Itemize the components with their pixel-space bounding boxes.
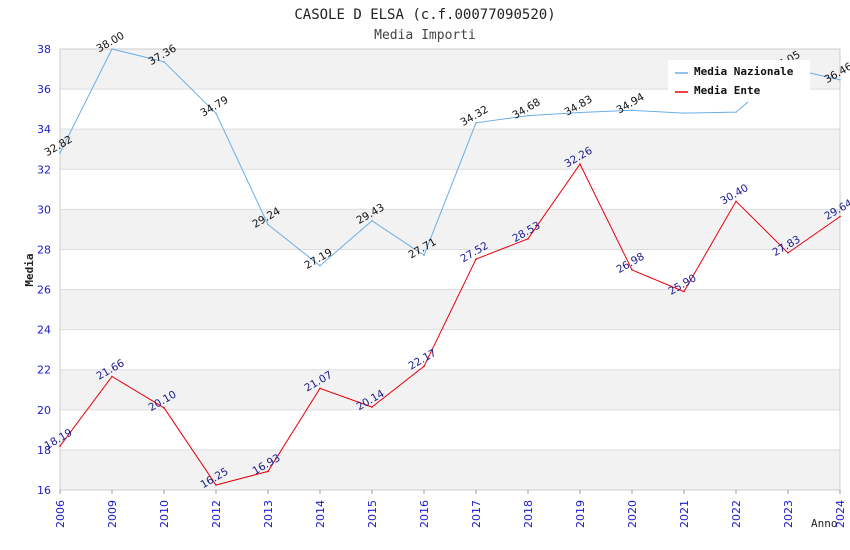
data-point (631, 269, 633, 271)
data-point (371, 219, 373, 222)
x-axis-label: Anno (811, 517, 838, 530)
data-point (527, 114, 529, 117)
data-point (267, 223, 269, 226)
y-tick-label: 26 (37, 284, 51, 297)
data-point (631, 109, 633, 112)
data-point (839, 215, 841, 218)
data-label: 34.94 (614, 91, 646, 117)
x-tick-label: 2006 (54, 500, 67, 528)
data-point (371, 406, 373, 408)
gridlines (60, 48, 840, 491)
data-label: 34.79 (198, 94, 230, 119)
data-point (423, 254, 425, 257)
x-tick-label: 2020 (626, 500, 639, 528)
data-point (475, 121, 477, 124)
y-tick-label: 30 (37, 203, 51, 216)
data-point (683, 112, 685, 114)
x-tick-label: 2012 (210, 500, 223, 528)
x-tick-label: 2021 (678, 500, 691, 528)
y-tick-label: 22 (37, 364, 51, 377)
y-axis-label: Media (23, 253, 36, 286)
legend-label-ente: Media Ente (694, 84, 761, 97)
data-point (683, 290, 685, 293)
data-point (319, 264, 321, 267)
x-tick-label: 2014 (314, 500, 327, 528)
data-point (579, 111, 581, 114)
data-point (423, 365, 425, 368)
grid-band (60, 129, 840, 170)
y-tick-label: 28 (37, 243, 51, 256)
plot-background-bands (60, 49, 840, 490)
data-point (787, 252, 789, 254)
y-tick-label: 38 (37, 43, 51, 56)
data-point (59, 445, 61, 447)
x-tick-label: 2009 (106, 500, 119, 528)
data-point (839, 79, 841, 81)
data-point (59, 152, 61, 154)
x-tick-label: 2016 (418, 500, 431, 528)
legend: Media Nazionale Media Ente (668, 60, 810, 102)
x-tick-label: 2024 (834, 500, 847, 528)
data-label: 18.19 (42, 427, 74, 452)
data-label: 34.83 (562, 93, 594, 118)
x-tick-label: 2017 (470, 500, 483, 528)
y-tick-label: 32 (37, 163, 51, 176)
plot-frame (59, 48, 841, 491)
x-tick-label: 2019 (574, 500, 587, 528)
legend-box (668, 60, 810, 102)
x-tick-label: 2018 (522, 500, 535, 528)
data-point (111, 48, 113, 50)
data-label: 22.17 (406, 347, 438, 372)
x-tick-label: 2015 (366, 500, 379, 528)
data-point (735, 200, 737, 203)
series-line-nazionale (59, 48, 841, 267)
data-point (163, 61, 165, 63)
y-tick-label: 16 (37, 484, 51, 497)
data-label: 27.19 (302, 246, 334, 271)
data-label: 34.32 (458, 103, 490, 128)
grid-band (60, 369, 840, 410)
data-point (215, 112, 217, 115)
chart-title: CASOLE D ELSA (c.f.00077090520) (294, 7, 555, 23)
x-axis-ticks: 2006 2009 2010 2012 2013 2014 2015 2016 2017 2018… (54, 490, 847, 528)
y-tick-label: 34 (37, 123, 51, 136)
x-tick-label: 2022 (730, 500, 743, 528)
series-line-ente (59, 163, 841, 486)
y-tick-label: 36 (37, 83, 51, 96)
grid-band (60, 289, 840, 330)
grid-band (60, 209, 840, 250)
data-point (735, 111, 737, 113)
x-tick-label: 2010 (158, 500, 171, 528)
data-label: 26.98 (614, 251, 646, 276)
chart-subtitle: Media Importi (374, 28, 476, 43)
data-point (163, 407, 165, 409)
y-axis-ticks: 16 18 20 22 24 26 28 30 32 34 36 38 (37, 43, 51, 497)
x-tick-label: 2013 (262, 500, 275, 528)
y-tick-label: 20 (37, 404, 51, 417)
data-point (111, 375, 113, 378)
grid-band (60, 449, 840, 490)
data-point (319, 387, 321, 390)
y-tick-label: 18 (37, 444, 51, 457)
data-point (527, 238, 529, 240)
y-tick-label: 24 (37, 324, 51, 337)
x-tick-label: 2023 (782, 500, 795, 528)
series-lines (59, 48, 841, 486)
data-point (267, 470, 269, 473)
legend-label-nazionale: Media Nazionale (694, 65, 794, 78)
data-point (475, 258, 477, 260)
data-point (579, 163, 581, 165)
data-point (215, 484, 217, 486)
data-label: 34.68 (510, 96, 542, 121)
